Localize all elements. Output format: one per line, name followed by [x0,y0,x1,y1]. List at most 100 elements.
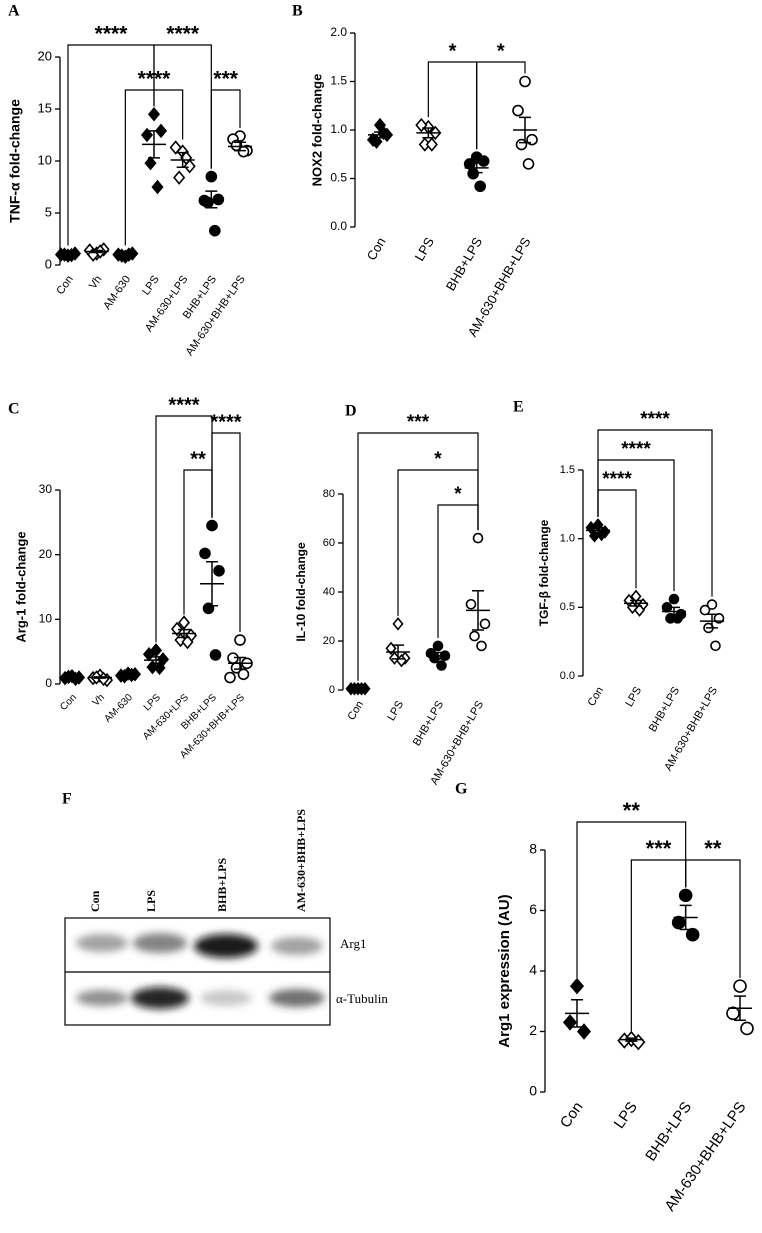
point [392,617,404,631]
significance-bracket [597,489,637,589]
point [706,599,718,610]
point [726,1006,740,1021]
y-axis-label: IL-10 fold-change [294,542,308,642]
significance-label: **** [168,394,199,416]
chart-panel: D IL-10 fold-change 0 20 40 60 80 Con LPS BHB+LPS… [294,403,491,787]
sem-bar [519,116,531,144]
point [519,75,531,88]
sem-bar [62,253,74,256]
significance-label: *** [213,68,238,91]
lane-label: LPS [144,890,158,912]
point [224,671,236,684]
significance-label: **** [640,409,670,430]
y-tick-label: 10 [38,152,52,167]
sem-bar [392,644,404,660]
point [633,603,646,617]
y-tick-label: 0 [329,684,335,696]
y-tick-label: 0.5 [330,171,347,185]
significance-bracket [397,469,479,616]
x-tick-label: AM-630 [102,692,135,725]
point [169,140,182,155]
significance-label: *** [407,412,430,433]
y-tick-label: 0 [45,256,52,271]
significance-label: * [497,40,505,62]
point [522,158,535,170]
y-tick-label: 60 [323,537,335,549]
point [512,104,524,117]
sem-bar [205,190,218,209]
panel-letter: F [62,791,72,808]
y-tick-label: 1.5 [560,464,575,476]
significance-label: **** [95,23,129,46]
lane-label: BHB+LPS [215,857,229,912]
significance-bracket [597,429,713,597]
point [678,888,693,903]
x-tick-label: Con [557,1099,587,1131]
point [370,134,383,149]
panel-letter: B [292,3,303,20]
point [213,565,225,577]
significance-label: * [434,449,442,470]
y-tick-label: 30 [39,482,53,496]
point [206,519,218,532]
sem-bar [625,1037,638,1042]
sem-bar [176,151,189,168]
panel-letter: C [8,401,20,418]
significance-label: * [449,40,457,62]
y-tick-label: 6 [529,901,537,917]
y-tick-label: 10 [39,612,53,626]
sem-bar [668,606,680,617]
lane-label: AM-630+BHB+LPS [294,809,308,912]
x-tick-label: BHB+LPS [411,699,446,748]
point [154,123,168,139]
significance-label: **** [138,68,172,91]
sem-bar [234,656,246,670]
sem-bar [66,676,78,679]
point [668,593,680,605]
x-tick-label: BHB+LPS [642,1099,695,1164]
point [477,155,490,167]
x-tick-label: Con [346,699,366,722]
point [170,621,184,637]
blot-bands [76,933,325,1009]
panel-letter: A [8,3,20,20]
sem-bar [178,628,190,639]
blot-panel: F Arg1 α-Tubulin [62,791,388,1026]
x-tick-label: LPS [412,234,437,263]
point [469,630,480,642]
sem-bar [592,526,604,534]
y-tick-label: 1.0 [330,122,347,136]
point [685,927,700,942]
sem-bar [734,995,746,1022]
significance-bracket [183,469,213,615]
sem-bar [470,162,483,174]
significance-bracket [437,504,479,638]
y-tick-label: 8 [529,841,537,857]
panel-letter: G [455,781,468,798]
significance-bracket [576,821,687,979]
sem-bar [150,656,162,665]
y-tick-label: 80 [323,488,335,500]
significance-bracket [476,61,526,150]
sem-bar [374,131,386,139]
x-tick-label: Con [54,274,75,297]
y-tick-label: 0 [45,676,52,690]
y-axis-label: TNF-α fold-change [7,99,23,223]
point [209,649,222,661]
y-tick-label: 1.5 [330,74,347,88]
sem-bar [94,676,106,679]
point [671,915,686,930]
y-tick-label: 15 [38,100,52,115]
significance-label: **** [210,411,241,433]
y-tick-label: 0.0 [330,219,347,233]
point [209,224,221,237]
significance-bracket [124,89,184,246]
point [151,179,164,195]
point [733,979,747,993]
significance-bracket [630,859,687,1032]
significance-label: **** [602,469,632,490]
y-tick-label: 2 [529,1022,537,1038]
